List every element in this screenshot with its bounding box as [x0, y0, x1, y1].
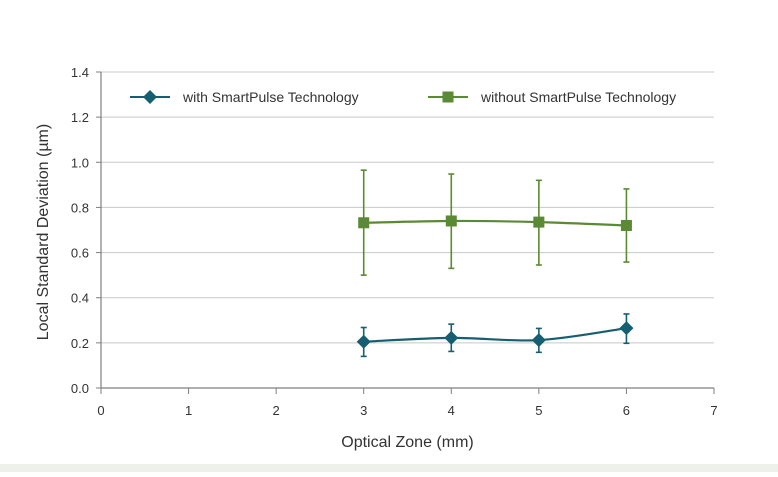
point-with-0: [356, 334, 371, 349]
point-with-1: [444, 330, 459, 345]
x-tick-label-4: 4: [448, 403, 455, 418]
x-tick-label-2: 2: [273, 403, 280, 418]
point-with-2: [531, 333, 546, 348]
x-axis-title: Optical Zone (mm): [341, 434, 473, 451]
x-tick-label-0: 0: [97, 403, 104, 418]
y-tick-label-4: 0.8: [71, 200, 89, 215]
y-tick-label-7: 1.4: [71, 65, 89, 80]
x-tick-label-3: 3: [360, 403, 367, 418]
series-line-with: [363, 327, 627, 343]
legend-marker-without: [442, 91, 454, 103]
x-tick-label-6: 6: [623, 403, 630, 418]
y-tick-label-5: 1.0: [71, 155, 89, 170]
point-without-0: [358, 217, 370, 229]
x-tick-label-5: 5: [535, 403, 542, 418]
legend-marker-with: [143, 90, 157, 104]
legend-label-without: without SmartPulse Technology: [480, 89, 676, 105]
x-tick-label-1: 1: [185, 403, 192, 418]
series-line-without: [363, 219, 627, 227]
y-tick-label-1: 0.2: [71, 336, 89, 351]
point-without-3: [620, 219, 632, 231]
y-tick-label-0: 0.0: [71, 381, 89, 396]
legend-label-with: with SmartPulse Technology: [182, 89, 359, 105]
y-tick-label-6: 1.2: [71, 110, 89, 125]
y-axis-title: Local Standard Deviation (µm): [35, 124, 52, 340]
y-tick-label-3: 0.6: [71, 246, 89, 261]
y-tick-label-2: 0.4: [71, 291, 89, 306]
point-without-2: [533, 216, 545, 228]
bottom-strip: [0, 464, 778, 472]
x-tick-label-7: 7: [710, 403, 717, 418]
point-without-1: [445, 215, 457, 227]
point-with-3: [619, 321, 634, 336]
